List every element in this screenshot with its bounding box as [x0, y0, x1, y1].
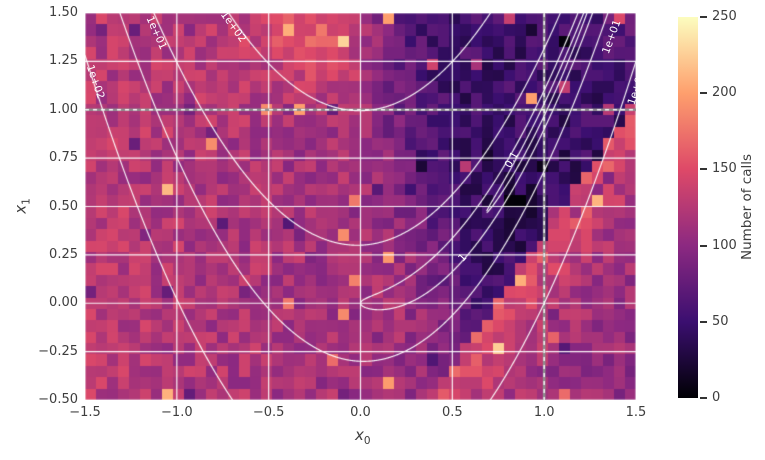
y-tick-label: 0.50 [49, 198, 78, 214]
x-tick-label: −1.5 [69, 405, 101, 420]
x-axis-label-sub: 0 [363, 435, 371, 447]
colorbar-tick [700, 244, 707, 247]
heatmap-canvas [85, 13, 636, 400]
x-tick-label: −0.5 [252, 405, 285, 420]
x-axis-label: x0 [355, 426, 371, 447]
colorbar-tick-label: 0 [712, 390, 721, 405]
y-tick-label: −0.50 [38, 392, 78, 407]
y-tick-label: 1.00 [49, 101, 78, 117]
x-axis-label-base: x [355, 426, 364, 444]
y-tick-label: 1.25 [49, 53, 78, 69]
colorbar-tick [700, 16, 707, 18]
x-tick-label: 0.0 [350, 405, 371, 420]
colorbar-gradient [678, 17, 698, 398]
y-tick-label: −0.25 [38, 343, 78, 359]
colorbar-tick [700, 397, 707, 399]
colorbar-tick-label: 200 [712, 85, 737, 101]
y-tick-label: 0.25 [49, 246, 78, 262]
colorbar-tick [700, 92, 707, 95]
x-tick-label: 0.5 [441, 405, 463, 420]
x-tick-label: 1.0 [533, 405, 555, 420]
y-tick-label: 1.50 [49, 5, 78, 20]
x-tick-label: 1.5 [625, 405, 647, 420]
colorbar-tick-label: 50 [712, 313, 729, 329]
plot-area: 1e+02 1e+01 1e+02 1 0.1 1e+01 1e+02 [85, 13, 636, 400]
colorbar-label: Number of calls [739, 153, 755, 261]
colorbar-tick-label: 250 [712, 9, 737, 24]
colorbar-tick [700, 168, 707, 171]
x-tick-label: −1.0 [161, 405, 193, 420]
colorbar-tick [700, 320, 707, 323]
colorbar-tick-label: 150 [712, 161, 737, 177]
colorbar-tick-label: 100 [712, 237, 737, 253]
y-tick-label: 0.75 [49, 150, 78, 166]
y-tick-label: 0.00 [49, 295, 78, 311]
